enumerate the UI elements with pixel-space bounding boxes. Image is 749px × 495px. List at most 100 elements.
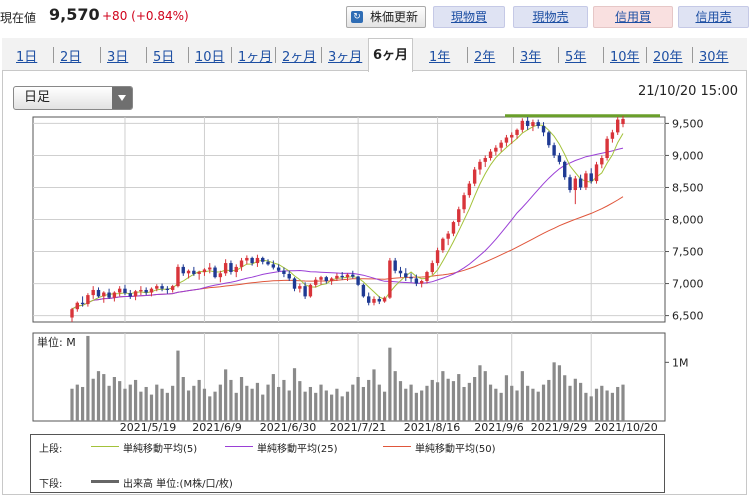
refresh-price-label: 株価更新 (369, 10, 418, 24)
volume-bar (441, 371, 445, 421)
tab-period-5[interactable]: 1ヶ月 (238, 50, 273, 65)
ma25-line (71, 147, 624, 310)
sell-margin-button[interactable]: 信用売 (678, 6, 749, 28)
candle-body (75, 302, 79, 310)
buy-spot-button[interactable]: 現物買 (433, 6, 505, 28)
volume-bar (282, 379, 286, 421)
candle-body (600, 158, 604, 165)
volume-bar (568, 385, 572, 421)
volume-bar (367, 379, 371, 421)
tab-separator (146, 47, 147, 63)
candle-body (409, 277, 413, 279)
tab-period-6[interactable]: 2ヶ月 (282, 50, 317, 65)
volume-bar (547, 379, 551, 421)
x-tick-label: 2021/6/9 (192, 421, 241, 434)
volume-bar (600, 385, 604, 421)
candle-body (388, 260, 392, 298)
tab-period-0[interactable]: 1日 (16, 50, 38, 65)
candle-body (266, 261, 270, 265)
volume-bar (292, 368, 297, 421)
tab-period-14[interactable]: 20年 (653, 50, 683, 65)
volume-bar (345, 391, 350, 421)
refresh-price-button[interactable]: ↻ 株価更新 (346, 6, 426, 28)
candle-body (552, 145, 556, 156)
candle-body (510, 134, 514, 138)
candle-body (515, 129, 519, 135)
candle-body (499, 142, 503, 148)
candle-body (144, 289, 148, 293)
volume-bar (356, 377, 360, 421)
legend-lower-label: 下段: (39, 479, 63, 490)
candle-body (467, 183, 472, 196)
volume-bar (393, 371, 397, 421)
candle-body (86, 295, 90, 305)
buy-margin-button[interactable]: 信用買 (593, 6, 673, 28)
volume-bar (361, 386, 365, 421)
tab-period-1[interactable]: 2日 (60, 50, 82, 65)
sell-spot-button[interactable]: 現物売 (513, 6, 588, 28)
volume-bar (144, 386, 148, 421)
tab-separator (603, 47, 604, 63)
candle-body (404, 273, 408, 278)
volume-bar (319, 384, 323, 421)
candle-body (488, 151, 493, 158)
y-tick-label: 8,000 (672, 214, 704, 227)
tab-period-12[interactable]: 5年 (565, 50, 587, 65)
tab-period-2[interactable]: 3日 (107, 50, 129, 65)
volume-bar (234, 392, 238, 421)
tab-separator (100, 47, 101, 63)
volume-bar (112, 377, 116, 421)
volume-bar (584, 392, 588, 421)
x-tick-label: 2021/9/6 (474, 421, 523, 434)
volume-bar (536, 391, 540, 421)
tab-period-10[interactable]: 2年 (474, 50, 496, 65)
candle-body (621, 118, 625, 125)
volume-bar (435, 382, 440, 421)
volume-bar (621, 384, 625, 421)
candle-type-select[interactable]: 日足 (13, 86, 133, 110)
volume-bar (520, 371, 524, 421)
candle-body (340, 275, 344, 278)
candle-body (557, 155, 562, 162)
volume-bar (181, 377, 185, 421)
volume-bar (245, 385, 249, 421)
candle-body (366, 296, 371, 303)
candle-body (372, 298, 376, 303)
candle-body (616, 119, 620, 133)
tab-period-3[interactable]: 5日 (153, 50, 175, 65)
candle-body (181, 266, 185, 274)
volume-bar (91, 378, 95, 421)
tab-period-8[interactable]: 6ヶ月 (368, 38, 414, 72)
candle-body (165, 288, 170, 290)
volume-bar (605, 390, 609, 421)
tab-separator (321, 47, 322, 63)
volume-bar (573, 378, 577, 421)
candle-body (287, 273, 291, 279)
candle-body (155, 286, 159, 289)
candle-body (478, 161, 482, 170)
candle-body (80, 302, 85, 305)
candle-body (96, 289, 101, 297)
candle-body (610, 132, 615, 139)
tab-period-13[interactable]: 10年 (610, 50, 640, 65)
candle-body (170, 286, 175, 290)
tab-period-9[interactable]: 1年 (429, 50, 451, 65)
volume-bar (192, 385, 196, 421)
tab-separator (646, 47, 647, 63)
volume-bar (531, 388, 535, 421)
tab-period-15[interactable]: 30年 (699, 50, 729, 65)
volume-bar (139, 391, 143, 421)
candle-body (298, 286, 302, 289)
tab-period-11[interactable]: 3年 (520, 50, 542, 65)
x-tick-label: 2021/7/21 (330, 421, 386, 434)
volume-bar (589, 396, 593, 421)
volume-bar (202, 388, 207, 421)
volume-bar (552, 362, 556, 421)
volume-bar (213, 391, 217, 421)
candle-body (303, 286, 307, 297)
tab-period-4[interactable]: 10日 (195, 50, 225, 65)
candle-body (451, 222, 456, 234)
tab-period-7[interactable]: 3ヶ月 (328, 50, 363, 65)
tab-separator (188, 47, 189, 63)
